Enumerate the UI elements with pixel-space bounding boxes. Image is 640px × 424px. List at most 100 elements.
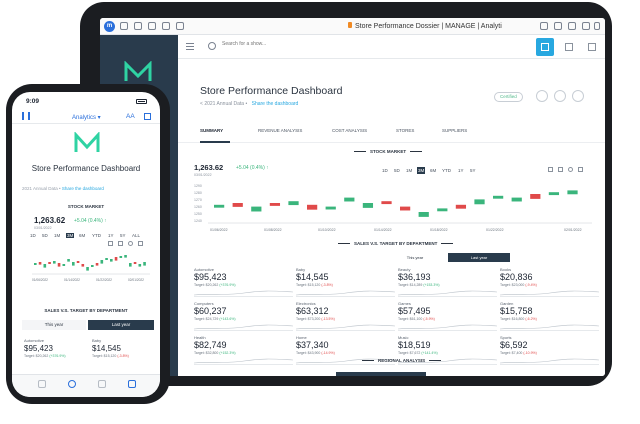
tab-cost-analysis[interactable]: COST ANALYSIS [332,128,368,133]
comment-tab-icon[interactable] [128,380,136,388]
candle [214,204,225,208]
home-icon[interactable] [134,22,142,30]
candles [34,255,146,271]
candle [455,204,467,209]
candle [381,201,392,205]
last-year-toggle[interactable]: Last year [88,320,154,330]
edit-button[interactable] [554,90,566,102]
library-icon[interactable] [22,112,30,120]
x-tick: 01/06/2022 [32,278,48,282]
range-all[interactable]: ALL [132,233,141,238]
kpi-target: Target: $23,000 (-9.4%) [500,283,537,287]
range-5d[interactable]: 5D [42,233,48,238]
kpi-value: $20,836 [500,272,533,282]
refresh-icon[interactable] [128,241,133,246]
grid-view-button[interactable] [583,38,601,56]
kpi-target: Target: $14,289 (+153.3%) [398,283,440,287]
undo-icon[interactable] [176,22,184,30]
range-5y[interactable]: 5Y [470,168,476,173]
more-icon[interactable] [594,22,600,30]
range-1d[interactable]: 1D [30,233,36,238]
refresh-icon[interactable] [568,167,573,172]
kpi-delta: (-5.9%) [423,317,435,321]
range-3m[interactable]: 3M [417,167,426,174]
candle [43,264,47,268]
font-size-button[interactable]: AA [126,113,135,120]
range-6m[interactable]: 6M [430,168,437,173]
this-year-toggle[interactable]: This year [386,253,444,262]
bookmark-icon[interactable] [148,22,156,30]
share-dashboard-link[interactable]: Share the dashboard [251,101,299,107]
regional-header-bar [336,372,426,376]
range-1y[interactable]: 1Y [458,168,464,173]
kpi-baby: Baby $14,545 Target: $15,120 (-3.8%) [296,267,395,297]
chart-icon [541,43,549,51]
range-5y[interactable]: 5Y [120,233,126,238]
kpi-sparkline [398,290,497,296]
analytics-dropdown[interactable]: Analytics ▾ [72,115,101,121]
search-input[interactable] [222,41,312,47]
kpi-name: Sports [500,335,512,340]
kpi-name: Baby [296,267,306,272]
duplicate-icon[interactable] [118,241,123,246]
dossier-icon [348,22,352,28]
kpi-delta: (-3.8%) [321,283,333,287]
tab-revenue-analysis[interactable]: REVENUE ANALYSIS [258,128,303,133]
brand-mark-icon [124,61,152,81]
range-ytd[interactable]: YTD [92,233,101,238]
kpi-delta: (-14.9%) [321,351,335,355]
range-5d[interactable]: 5D [394,168,400,173]
x-tick: 01/14/2022 [64,278,80,282]
kpi-delta: (+376.9%) [49,354,66,358]
bookmark-tab-icon[interactable] [38,380,46,388]
copy-icon[interactable] [108,241,113,246]
copy-icon[interactable] [548,167,553,172]
bookmark-button[interactable] [536,90,548,102]
share-dashboard-link[interactable]: Share the dashboard [61,186,104,191]
range-1m[interactable]: 1M [406,168,413,173]
range-1y[interactable]: 1Y [108,233,114,238]
this-year-toggle[interactable]: This year [22,320,86,330]
user-icon[interactable] [582,22,590,30]
menu-icon[interactable] [186,43,194,50]
kpi-sparkline [296,290,395,296]
regional-section-title: REGIONAL ANALYSIS [361,358,442,363]
table-view-button[interactable] [560,38,578,56]
candle [133,262,137,264]
x-tick: 01/22/2022 [486,228,504,232]
range-3m[interactable]: 3M [66,233,75,238]
kpi-electronics: Electronics $63,312 Target: $73,200 (-13.5… [296,301,395,331]
expand-icon[interactable] [138,241,143,246]
share-icon[interactable] [144,113,151,120]
range-6m[interactable]: 6M [79,233,86,238]
dashboard-view-button[interactable] [536,38,554,56]
range-1d[interactable]: 1D [382,168,388,173]
phone-screen: 9:09 Analytics ▾ AA Store Performance Da… [12,92,160,397]
tab-summary[interactable]: SUMMARY [200,128,224,133]
stock-change: +5.04 (0.4%) ↑ [74,218,107,224]
tab-suppliers[interactable]: SUPPLIERS [442,128,468,133]
duplicate-icon[interactable] [558,167,563,172]
range-1m[interactable]: 1M [54,233,61,238]
history-tab-icon[interactable] [68,380,76,388]
candle [288,201,299,206]
filter-icon[interactable] [540,22,548,30]
back-icon[interactable] [162,22,170,30]
kpi-target: Target: $61,100 (-5.9%) [398,317,435,321]
kpi-name: Music [398,335,409,340]
share-icon[interactable] [568,22,576,30]
candle [511,197,522,202]
kpi-target: Target: $16,800 (-6.2%) [500,317,537,321]
tab-stores[interactable]: STORES [396,128,415,133]
range-ytd[interactable]: YTD [442,168,451,173]
expand-icon[interactable] [578,167,583,172]
candle [67,259,70,262]
last-year-toggle[interactable]: Last year [448,253,510,262]
comment-icon[interactable] [554,22,562,30]
x-tick: 01/18/2022 [430,228,448,232]
library-icon[interactable] [120,22,128,30]
favorite-button[interactable] [572,90,584,102]
filter-tab-icon[interactable] [98,380,106,388]
tablet-screen: m Store Performance Dossier | MANAGE | A… [100,18,605,376]
kpi-music: Music $18,519 Target: $7,672 (+141.4%) [398,335,497,365]
